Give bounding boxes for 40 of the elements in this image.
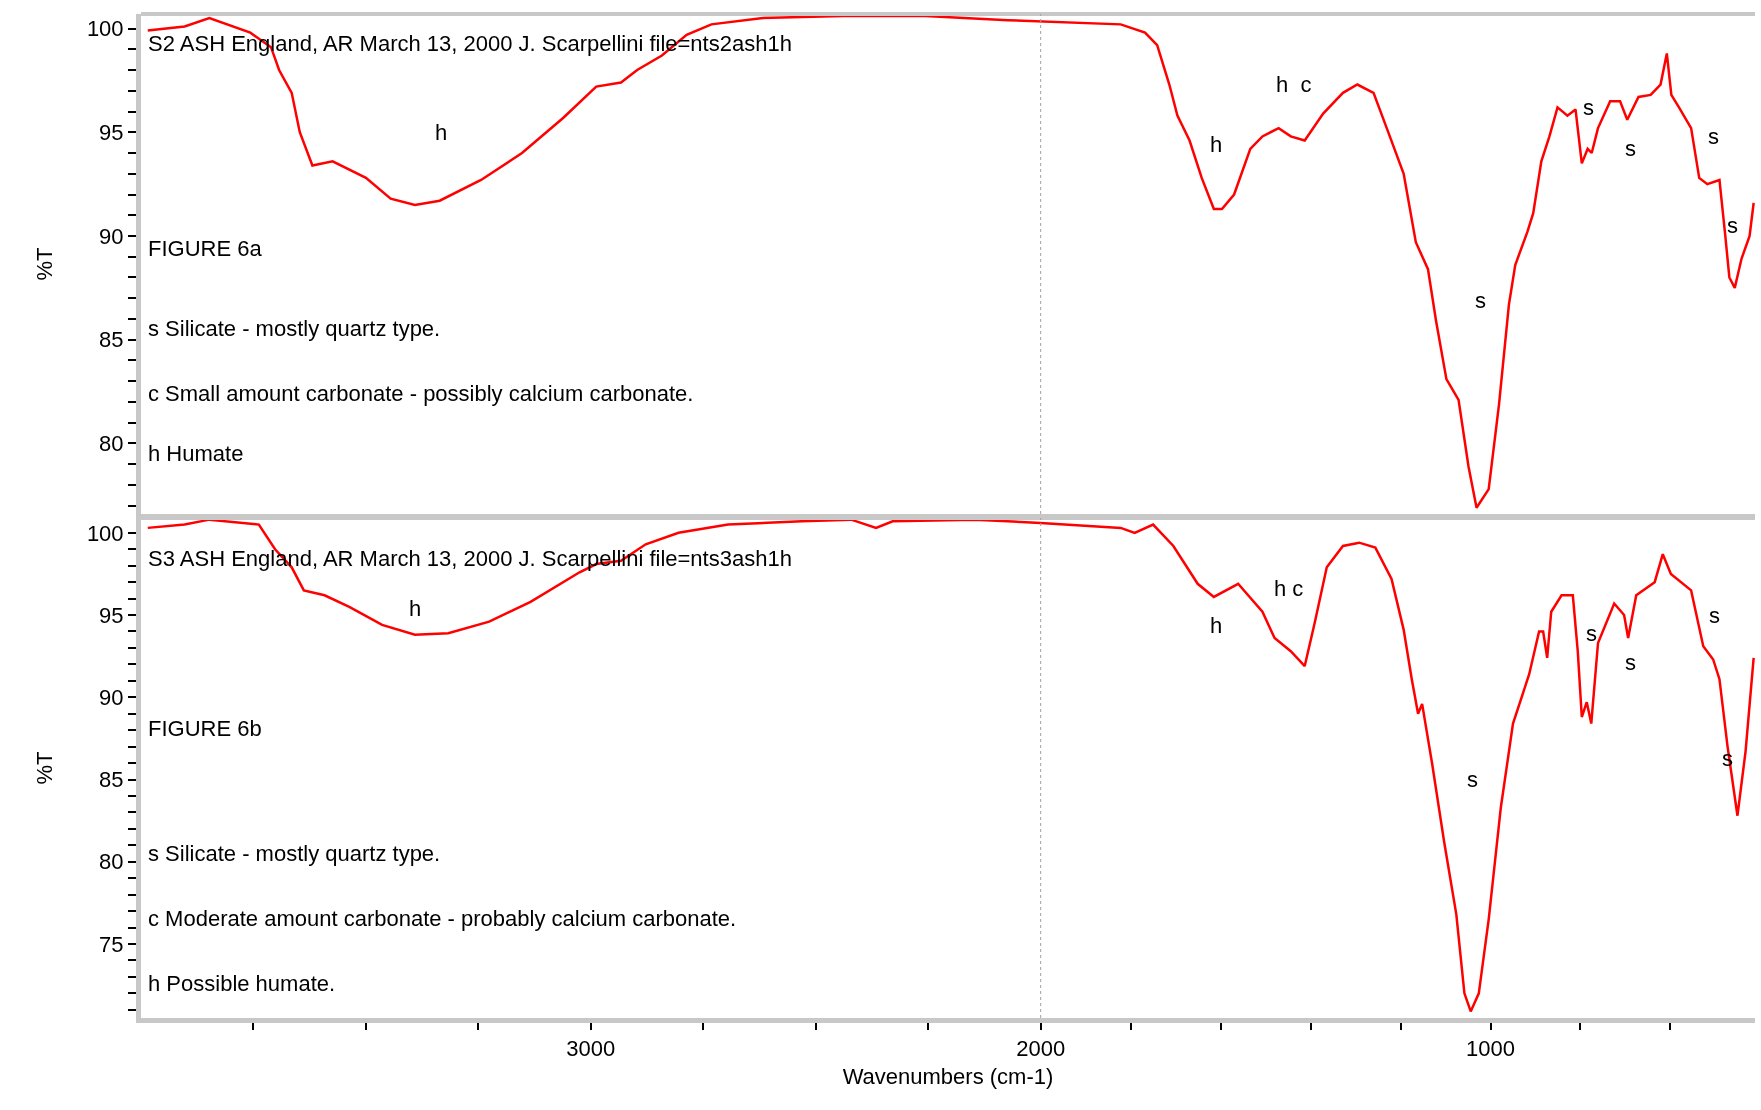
annotation: h [409,596,422,621]
annotation: s [1467,767,1478,792]
y-tick-label: 100 [86,520,124,546]
annotation: h c [1274,576,1304,601]
annotation: s Silicate - mostly quartz type. [148,841,441,866]
annotation: s [1586,621,1597,646]
y-tick-label: 75 [99,931,124,957]
x-tick-label: 2000 [1016,1036,1066,1062]
annotation: c Moderate amount carbonate - probably calcium carbonate. [148,906,737,931]
y-axis-title: %T [31,247,57,281]
annotation: h [1210,132,1223,157]
annotation: FIGURE 6a [148,236,263,261]
x-tick-label: 3000 [566,1036,616,1062]
annotation: h c [1276,72,1312,97]
x-axis-title: Wavenumbers (cm-1) [842,1064,1054,1090]
y-tick-label: 80 [99,431,124,457]
annotation: s [1625,136,1636,161]
annotation: h [1210,613,1223,638]
annotation: s [1475,288,1486,313]
x-tick-label: 1000 [1466,1036,1515,1062]
y-tick-label: 85 [99,327,124,353]
annotation: h Humate [148,441,244,466]
annotation: h Possible humate. [148,971,336,996]
y-axis-title: %T [31,751,57,785]
annotation: s [1708,124,1719,149]
annotation: s [1583,95,1594,120]
annotation: c Small amount carbonate - possibly calcium carbonate. [148,381,694,406]
annotation: h [435,120,448,145]
annotation: s [1727,213,1738,238]
y-tick-label: 90 [99,684,124,710]
y-tick-label: 80 [99,849,124,875]
y-tick-label: 100 [86,16,124,42]
y-tick-label: 85 [99,767,124,793]
annotation: FIGURE 6b [148,716,262,741]
y-tick-label: 90 [99,223,124,249]
annotation: s [1709,603,1720,628]
y-tick-label: 95 [99,602,124,628]
annotation: s [1625,650,1636,675]
y-tick-label: 95 [99,119,124,145]
annotation: s Silicate - mostly quartz type. [148,316,441,341]
